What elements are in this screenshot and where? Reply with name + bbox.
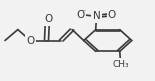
Text: N: N: [93, 11, 100, 21]
Text: O: O: [26, 35, 34, 46]
Text: O: O: [108, 10, 116, 20]
Text: CH₃: CH₃: [112, 60, 129, 69]
Text: O: O: [77, 10, 85, 20]
Text: O: O: [44, 14, 52, 24]
Text: ⁻: ⁻: [82, 7, 86, 16]
